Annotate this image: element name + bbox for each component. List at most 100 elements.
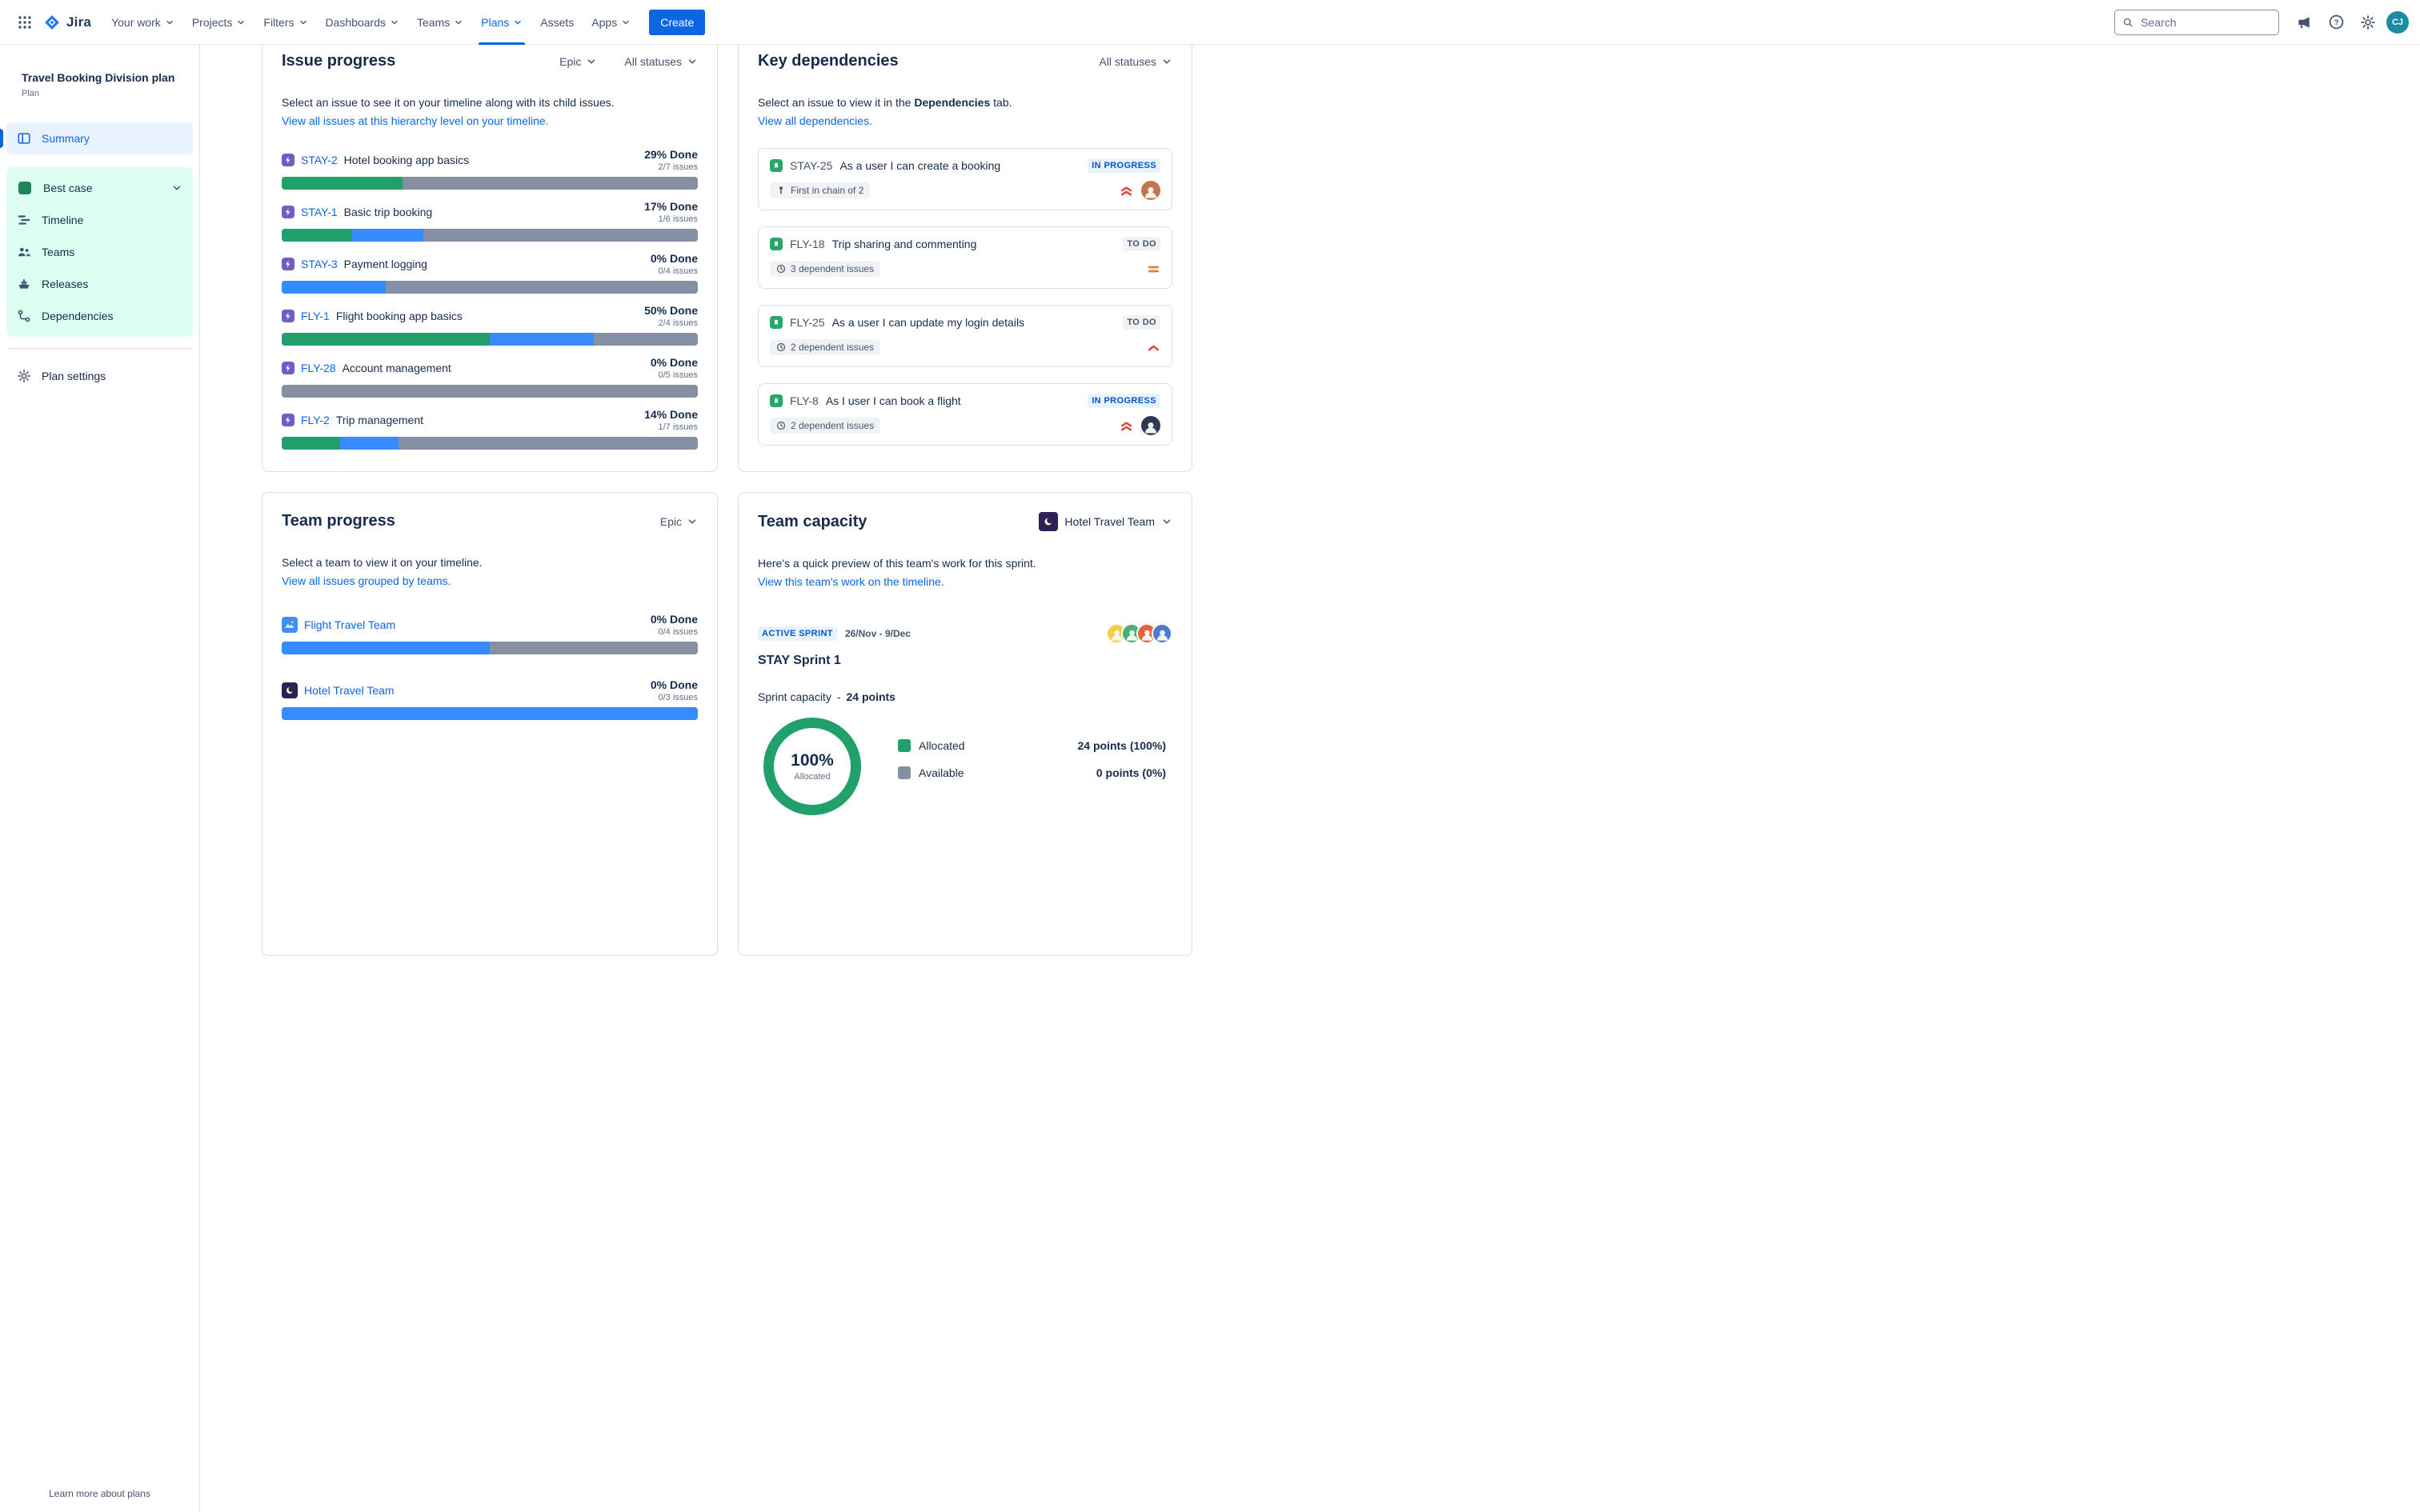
issue-key[interactable]: FLY-28 — [301, 362, 336, 374]
search-box[interactable] — [2114, 9, 2279, 35]
dependency-card[interactable]: FLY-8 As I user I can book a flight IN P… — [758, 383, 1172, 446]
available-swatch-icon — [898, 766, 911, 779]
clock-icon — [776, 264, 786, 274]
sidebar-item-teams[interactable]: Teams — [6, 236, 193, 268]
hierarchy-filter-dropdown[interactable]: Epic — [660, 515, 698, 528]
dependent-issues-chip: 2 dependent issues — [770, 339, 881, 355]
hotel-team-avatar — [282, 682, 298, 698]
team-row[interactable]: Flight Travel Team 0% Done 0/4 issues — [282, 613, 698, 654]
issue-row[interactable]: FLY-28 Account management 0% Done 0/5 is… — [282, 356, 698, 398]
assignee-avatar[interactable] — [1141, 181, 1160, 200]
nav-item-label: Teams — [417, 15, 451, 29]
view-all-issues-link[interactable]: View all issues at this hierarchy level … — [282, 114, 549, 127]
legend-value: 0 points (0%) — [1096, 766, 1166, 779]
search-input[interactable] — [2139, 14, 2271, 30]
team-row[interactable]: Hotel Travel Team 0% Done 0/3 issues — [282, 678, 698, 720]
chevron-down-icon — [688, 518, 696, 524]
team-selector-dropdown[interactable]: Hotel Travel Team — [1039, 512, 1172, 531]
nav-item-assets[interactable]: Assets — [531, 0, 583, 45]
sidebar: Travel Booking Division plan Plan Summar… — [0, 45, 200, 1512]
nav-item-filters[interactable]: Filters — [254, 0, 316, 45]
epic-icon — [282, 362, 294, 374]
sprint-member-avatars[interactable] — [1106, 623, 1172, 644]
issue-row[interactable]: FLY-2 Trip management 14% Done 1/7 issue… — [282, 408, 698, 450]
learn-more-link[interactable]: Learn more about plans — [49, 1488, 150, 1499]
issue-row[interactable]: STAY-3 Payment logging 0% Done 0/4 issue… — [282, 252, 698, 294]
legend-label: Available — [919, 766, 964, 779]
issue-row[interactable]: STAY-2 Hotel booking app basics 29% Done… — [282, 148, 698, 190]
member-avatar — [1152, 623, 1172, 644]
create-button[interactable]: Create — [649, 9, 706, 35]
assignee-avatar[interactable] — [1141, 416, 1160, 435]
dependency-card[interactable]: STAY-25 As a user I can create a booking… — [758, 148, 1172, 210]
pin-icon — [779, 186, 783, 194]
chevron-down-icon — [688, 58, 696, 64]
sidebar-item-timeline[interactable]: Timeline — [6, 204, 193, 236]
issue-row[interactable]: STAY-1 Basic trip booking 17% Done 1/6 i… — [282, 200, 698, 242]
primary-nav: Your work Projects Filters Dashboards Te… — [102, 0, 639, 45]
dependent-issues-chip: 2 dependent issues — [770, 418, 881, 434]
issue-summary: Flight booking app basics — [335, 310, 463, 322]
percent-done: 29% Done — [644, 148, 698, 161]
user-avatar[interactable]: CJ — [2386, 10, 2409, 34]
svg-text:?: ? — [2334, 18, 2338, 27]
issue-key[interactable]: FLY-2 — [301, 414, 330, 426]
nav-item-your-work[interactable]: Your work — [102, 0, 183, 45]
status-badge: IN PROGRESS — [1088, 158, 1160, 173]
priority-high-icon — [1148, 345, 1160, 350]
sidebar-item-label: Timeline — [42, 214, 84, 226]
team-name[interactable]: Flight Travel Team — [304, 618, 396, 631]
sidebar-item-scenario[interactable]: Best case — [6, 172, 193, 204]
nav-item-apps[interactable]: Apps — [583, 0, 639, 45]
plan-subtitle: Plan — [22, 89, 40, 98]
scenario-group: Best case Timeline Teams Releases — [6, 167, 193, 337]
help-button[interactable]: ? — [2322, 9, 2350, 36]
issue-count: 0/3 issues — [658, 693, 698, 702]
sprint-row: ACTIVE SPRINT 26/Nov - 9/Dec — [758, 623, 1172, 644]
nav-item-plans[interactable]: Plans — [472, 0, 531, 45]
nav-item-dashboards[interactable]: Dashboards — [317, 0, 409, 45]
hierarchy-filter-dropdown[interactable]: Epic — [559, 55, 597, 68]
view-issues-by-team-link[interactable]: View all issues grouped by teams. — [282, 574, 451, 587]
issue-key[interactable]: FLY-1 — [301, 310, 330, 322]
issue-count: 1/6 issues — [658, 214, 698, 224]
sidebar-item-label: Plan settings — [42, 370, 106, 382]
status-filter-dropdown[interactable]: All statuses — [624, 55, 698, 68]
gear-icon — [18, 370, 30, 382]
sidebar-item-dependencies[interactable]: Dependencies — [6, 300, 193, 332]
issue-row[interactable]: FLY-1 Flight booking app basics 50% Done… — [282, 304, 698, 346]
story-icon — [770, 238, 783, 250]
issue-key[interactable]: STAY-3 — [301, 258, 338, 270]
view-team-work-link[interactable]: View this team's work on the timeline. — [758, 575, 944, 588]
issue-key[interactable]: STAY-2 — [301, 154, 338, 166]
epic-icon — [282, 414, 294, 426]
status-filter-dropdown[interactable]: All statuses — [1099, 55, 1172, 68]
capacity-body: 100% Allocated Allocated 24 points (100%… — [758, 718, 1172, 815]
sidebar-item-plan-settings[interactable]: Plan settings — [6, 360, 193, 392]
view-all-dependencies-link[interactable]: View all dependencies. — [758, 114, 872, 127]
priority-medium-icon — [1148, 266, 1160, 272]
issue-key[interactable]: STAY-1 — [301, 206, 338, 218]
sprint-dates: 26/Nov - 9/Dec — [844, 628, 911, 639]
chevron-down-icon — [238, 20, 245, 24]
nav-item-projects[interactable]: Projects — [183, 0, 255, 45]
progress-bar — [282, 707, 698, 720]
sidebar-item-releases[interactable]: Releases — [6, 268, 193, 300]
clock-icon — [776, 342, 786, 352]
announcements-button[interactable] — [2290, 9, 2318, 36]
dropdown-value: All statuses — [1099, 54, 1156, 68]
progress-done-segment — [282, 333, 490, 346]
issue-key: FLY-25 — [790, 316, 825, 329]
hotel-team-avatar — [1039, 512, 1059, 531]
team-name[interactable]: Hotel Travel Team — [304, 684, 395, 697]
nav-item-label: Filters — [263, 15, 294, 29]
dependency-card[interactable]: FLY-25 As a user I can update my login d… — [758, 305, 1172, 367]
sidebar-item-summary[interactable]: Summary — [0, 122, 193, 154]
dependency-card[interactable]: FLY-18 Trip sharing and commenting TO DO… — [758, 226, 1172, 289]
dependency-list: STAY-25 As a user I can create a booking… — [758, 148, 1172, 446]
nav-item-teams[interactable]: Teams — [408, 0, 472, 45]
jira-logo[interactable]: Jira — [43, 14, 91, 31]
capacity-legend: Allocated 24 points (100%) Available 0 p… — [898, 739, 1166, 794]
settings-button[interactable] — [2354, 9, 2382, 36]
app-switcher-button[interactable] — [11, 9, 38, 36]
